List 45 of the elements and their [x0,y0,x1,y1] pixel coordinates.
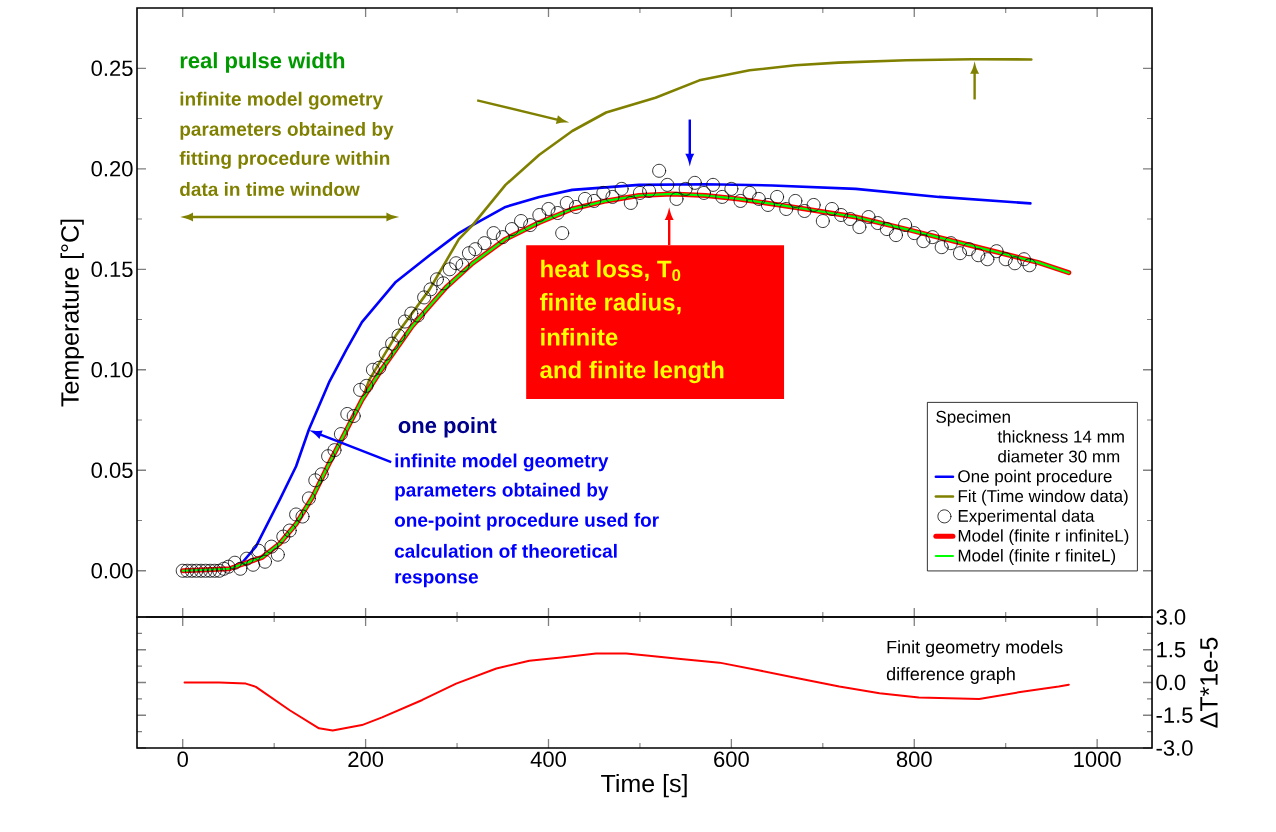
annotation: response [395,573,478,588]
y2-tick-label: -1.5 [1156,707,1193,723]
annotation: data in time window [180,182,360,197]
annotation: heat loss, T$_{0}$ [541,259,681,282]
annotation: parameters obtained by [395,482,609,501]
annotation: finite radius, [539,293,681,315]
y-tick-label: 0.25 [91,60,133,77]
annotation: thickness 14 mm [997,430,1124,443]
annotation: one point [398,417,497,438]
annotation: fitting procedure within [179,151,390,169]
x-tick-label: 1000 [1074,751,1121,768]
annotation: real pulse width [180,52,345,73]
x-axis-title: Time [s] [601,773,687,798]
y-tick-label: 0.05 [91,462,133,479]
legend-label: Fit (Time window data) [958,489,1128,506]
y-axis-title: Temperature [°C] [60,219,84,407]
annotation: parameters obtained by [180,121,394,140]
legend-label: Model (finite r finiteL) [958,549,1116,565]
annotation: infinite [541,328,618,346]
x-tick-label: 400 [530,751,566,768]
y2-tick-label: 3.0 [1156,609,1186,625]
annotation: calculation of theoretical [394,543,617,558]
annotation: infinite model geometry [395,453,609,472]
annotation: and finite length [540,360,724,384]
x-tick-label: 200 [348,751,384,768]
y2-axis-title: ΔT*1e-5 [1200,637,1218,728]
annotation: Finit geometry models [887,640,1063,658]
legend-title: Specimen [936,410,1010,427]
y2-tick-label: 0.0 [1156,674,1186,691]
x-tick-label: 600 [714,751,749,768]
x-tick-label: 0 [177,751,188,768]
x-tick-label: 800 [896,751,932,768]
y-tick-label: 0.10 [91,361,133,378]
annotation: one-point procedure used for [394,512,659,531]
y-tick-label: 0.00 [91,562,133,579]
y2-tick-label: -3.0 [1156,740,1193,756]
y-tick-label: 0.20 [91,160,133,177]
annotation: diameter 30 mm [998,450,1120,463]
annotation: difference graph [886,667,1015,684]
legend-label: Experimental data [958,509,1095,526]
legend-label: One point procedure [958,469,1112,486]
annotation: infinite model gometry [180,91,383,110]
y-tick-label: 0.15 [91,261,133,278]
y2-tick-label: 1.5 [1157,642,1186,658]
legend-label: Model (finite r infiniteL) [958,529,1129,546]
